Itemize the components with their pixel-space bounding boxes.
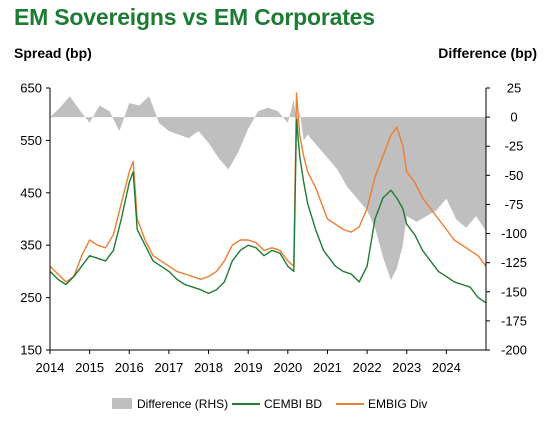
legend-difference-label: Difference (RHS) xyxy=(137,397,228,411)
x-tick-label: 2017 xyxy=(154,360,183,375)
legend-cembi-label: CEMBI BD xyxy=(264,397,322,411)
x-tick-label: 2024 xyxy=(432,360,461,375)
chart-title: EM Sovereigns vs EM Corporates xyxy=(14,4,375,30)
right-axis-title: Difference (bp) xyxy=(438,45,537,61)
right-tick-label: -75 xyxy=(505,197,524,212)
right-tick-label: -200 xyxy=(501,343,527,358)
x-tick-label: 2019 xyxy=(234,360,263,375)
embig-div-line xyxy=(49,92,487,283)
right-tick-label: 25 xyxy=(507,81,521,96)
legend-difference-swatch xyxy=(112,398,132,409)
right-tick-label: 0 xyxy=(510,110,517,125)
x-tick-label: 2021 xyxy=(313,360,342,375)
x-tick-label: 2018 xyxy=(194,360,223,375)
left-tick-label: 650 xyxy=(20,81,42,96)
left-axis-title: Spread (bp) xyxy=(14,45,92,61)
right-tick-label: -150 xyxy=(501,284,527,299)
right-tick-label: -100 xyxy=(501,226,527,241)
left-tick-label: 550 xyxy=(20,133,42,148)
x-tick-label: 2016 xyxy=(115,360,144,375)
left-tick-label: 450 xyxy=(20,185,42,200)
cembi-bd-line xyxy=(49,118,487,304)
left-tick-label: 250 xyxy=(20,290,42,305)
x-tick-label: 2014 xyxy=(36,360,65,375)
right-tick-label: -125 xyxy=(501,255,527,270)
x-tick-label: 2015 xyxy=(75,360,104,375)
left-tick-label: 350 xyxy=(20,238,42,253)
x-tick-label: 2020 xyxy=(273,360,302,375)
right-tick-label: -175 xyxy=(501,313,527,328)
right-tick-label: -25 xyxy=(505,139,524,154)
x-tick-label: 2022 xyxy=(353,360,382,375)
legend-embig-label: EMBIG Div xyxy=(368,397,427,411)
difference-area xyxy=(50,96,486,281)
right-tick-label: -50 xyxy=(505,168,524,183)
x-tick-label: 2023 xyxy=(392,360,421,375)
left-tick-label: 150 xyxy=(20,343,42,358)
